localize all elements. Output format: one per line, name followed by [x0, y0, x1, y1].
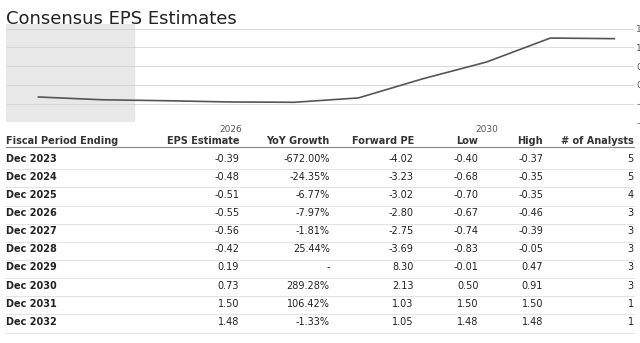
Text: -0.39: -0.39 — [518, 226, 543, 236]
Text: 1.48: 1.48 — [457, 317, 479, 327]
Text: 1.05: 1.05 — [392, 317, 413, 327]
Text: -1.33%: -1.33% — [296, 317, 330, 327]
Text: Dec 2024: Dec 2024 — [6, 172, 57, 182]
Text: Low: Low — [456, 136, 479, 146]
Text: -0.42: -0.42 — [214, 244, 239, 255]
Text: Dec 2029: Dec 2029 — [6, 262, 57, 272]
Text: 3: 3 — [627, 208, 634, 218]
Text: 0.91: 0.91 — [522, 281, 543, 291]
Text: High: High — [518, 136, 543, 146]
Text: 1.48: 1.48 — [218, 317, 239, 327]
Text: -0.35: -0.35 — [518, 190, 543, 200]
Text: 5: 5 — [627, 154, 634, 164]
Text: -0.67: -0.67 — [453, 208, 479, 218]
Text: -0.55: -0.55 — [214, 208, 239, 218]
Text: Dec 2032: Dec 2032 — [6, 317, 57, 327]
Bar — [6, 24, 134, 122]
Text: 289.28%: 289.28% — [287, 281, 330, 291]
Text: 1: 1 — [627, 317, 634, 327]
Text: -0.39: -0.39 — [214, 154, 239, 164]
Text: 1.50: 1.50 — [522, 299, 543, 309]
Text: -2.80: -2.80 — [388, 208, 413, 218]
Text: 5: 5 — [627, 172, 634, 182]
Text: 4: 4 — [627, 190, 634, 200]
Text: Consensus EPS Estimates: Consensus EPS Estimates — [6, 10, 237, 28]
Text: Dec 2023: Dec 2023 — [6, 154, 57, 164]
Text: -0.51: -0.51 — [214, 190, 239, 200]
Text: 1.50: 1.50 — [457, 299, 479, 309]
Text: 0.19: 0.19 — [218, 262, 239, 272]
Text: 3: 3 — [627, 281, 634, 291]
Text: 8.30: 8.30 — [392, 262, 413, 272]
Text: 0.73: 0.73 — [218, 281, 239, 291]
Text: -0.40: -0.40 — [454, 154, 479, 164]
Text: # of Analysts: # of Analysts — [561, 136, 634, 146]
Text: -0.46: -0.46 — [518, 208, 543, 218]
Text: Dec 2030: Dec 2030 — [6, 281, 57, 291]
Text: 2.13: 2.13 — [392, 281, 413, 291]
Text: 3: 3 — [627, 244, 634, 255]
Text: 25.44%: 25.44% — [293, 244, 330, 255]
Text: -2.75: -2.75 — [388, 226, 413, 236]
Text: -6.77%: -6.77% — [296, 190, 330, 200]
Text: -0.70: -0.70 — [453, 190, 479, 200]
Text: -0.68: -0.68 — [454, 172, 479, 182]
Text: Dec 2026: Dec 2026 — [6, 208, 57, 218]
Text: 3: 3 — [627, 226, 634, 236]
Text: Forward PE: Forward PE — [351, 136, 413, 146]
Text: -3.23: -3.23 — [388, 172, 413, 182]
Text: 1: 1 — [627, 299, 634, 309]
Text: Dec 2028: Dec 2028 — [6, 244, 57, 255]
Text: -0.05: -0.05 — [518, 244, 543, 255]
Text: -1.81%: -1.81% — [296, 226, 330, 236]
Text: -0.48: -0.48 — [214, 172, 239, 182]
Text: Fiscal Period Ending: Fiscal Period Ending — [6, 136, 118, 146]
Text: -0.01: -0.01 — [454, 262, 479, 272]
Text: Dec 2025: Dec 2025 — [6, 190, 57, 200]
Text: Dec 2027: Dec 2027 — [6, 226, 57, 236]
Text: -0.35: -0.35 — [518, 172, 543, 182]
Text: 1.03: 1.03 — [392, 299, 413, 309]
Text: YoY Growth: YoY Growth — [266, 136, 330, 146]
Text: 1.48: 1.48 — [522, 317, 543, 327]
Text: -0.74: -0.74 — [453, 226, 479, 236]
Text: EPS Estimate: EPS Estimate — [166, 136, 239, 146]
Text: Dec 2031: Dec 2031 — [6, 299, 57, 309]
Text: -7.97%: -7.97% — [296, 208, 330, 218]
Text: -3.69: -3.69 — [389, 244, 413, 255]
Text: -24.35%: -24.35% — [289, 172, 330, 182]
Text: -0.83: -0.83 — [454, 244, 479, 255]
Text: 1.50: 1.50 — [218, 299, 239, 309]
Text: 0.47: 0.47 — [522, 262, 543, 272]
Text: 0.50: 0.50 — [457, 281, 479, 291]
Text: -0.56: -0.56 — [214, 226, 239, 236]
Text: -672.00%: -672.00% — [283, 154, 330, 164]
Text: -3.02: -3.02 — [388, 190, 413, 200]
Text: -4.02: -4.02 — [388, 154, 413, 164]
Text: 106.42%: 106.42% — [287, 299, 330, 309]
Text: -: - — [326, 262, 330, 272]
Text: -0.37: -0.37 — [518, 154, 543, 164]
Text: 3: 3 — [627, 262, 634, 272]
